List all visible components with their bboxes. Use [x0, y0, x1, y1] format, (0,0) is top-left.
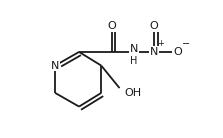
Text: O: O — [150, 21, 159, 31]
Text: −: − — [182, 39, 190, 49]
Text: N: N — [130, 43, 138, 54]
Text: O: O — [107, 21, 116, 31]
Text: OH: OH — [124, 88, 141, 98]
Text: H: H — [130, 56, 137, 66]
Text: O: O — [174, 47, 182, 57]
Text: N: N — [150, 47, 158, 57]
Text: +: + — [158, 39, 165, 48]
Text: N: N — [51, 61, 59, 71]
